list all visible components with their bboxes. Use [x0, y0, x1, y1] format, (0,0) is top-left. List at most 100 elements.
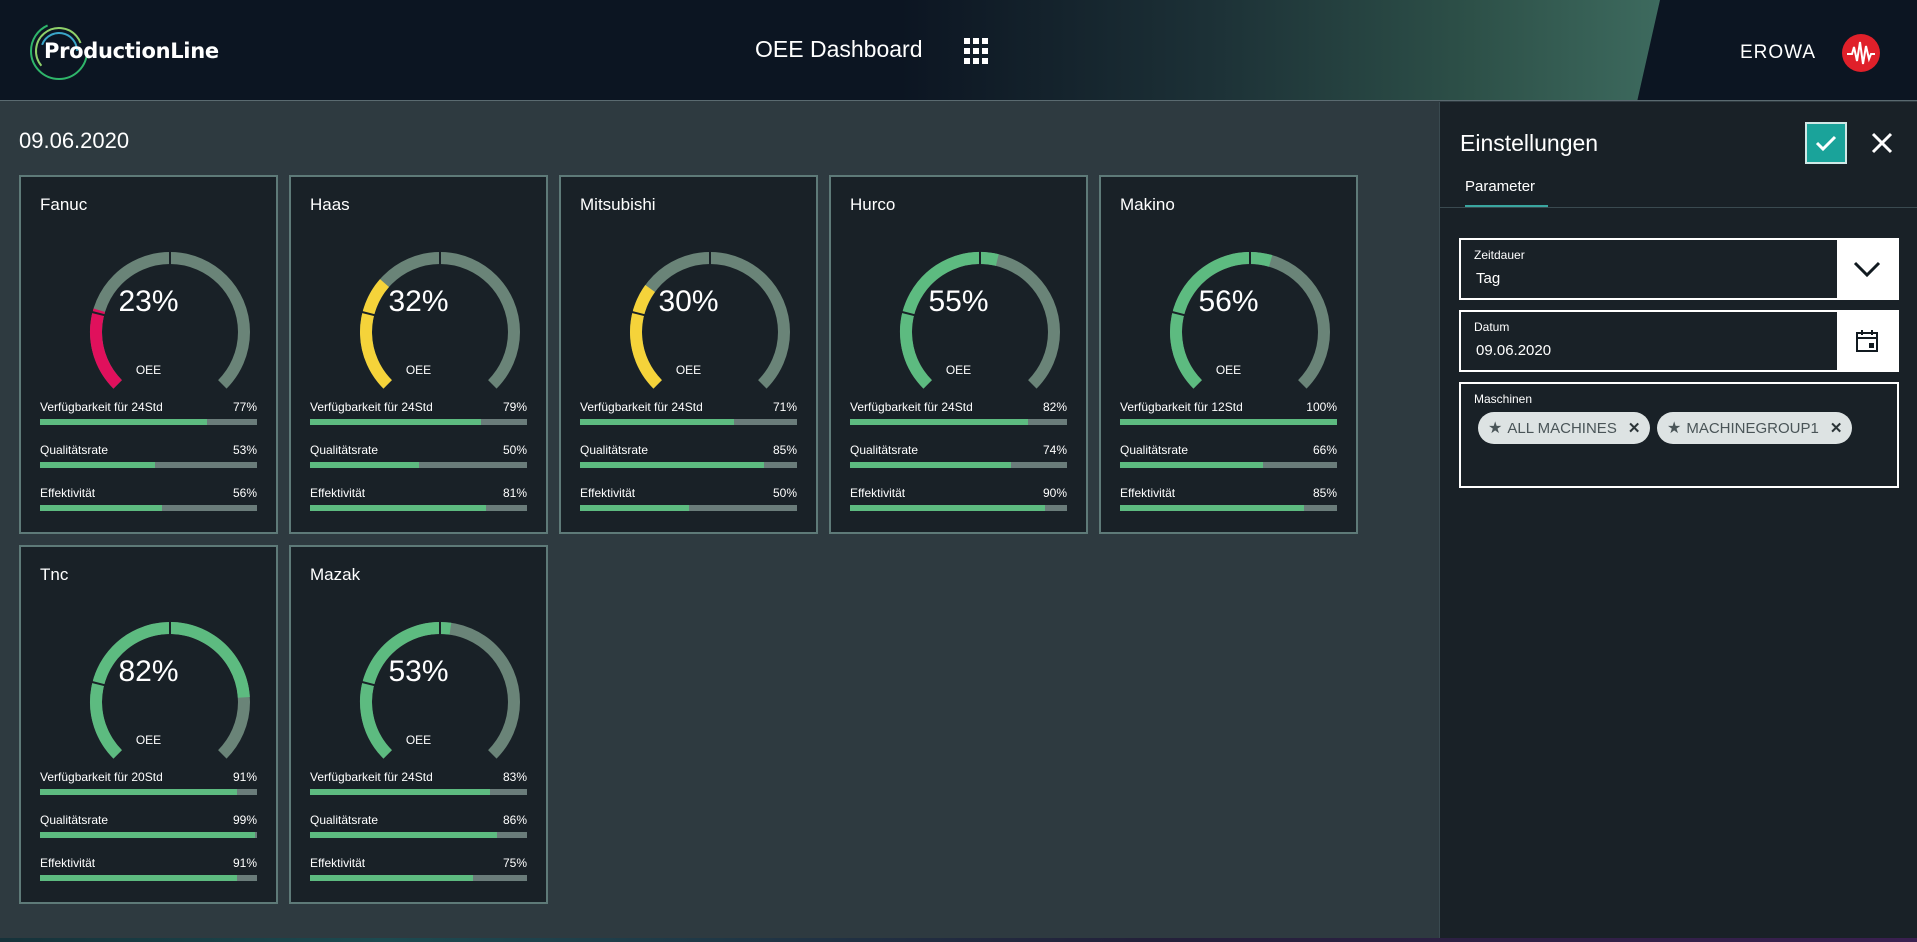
metric-label: Qualitätsrate — [1120, 443, 1189, 457]
metric-value: 74% — [1042, 443, 1067, 457]
date-label: Datum — [1474, 320, 1510, 334]
metric-progress-bar — [310, 875, 527, 881]
machines-field[interactable]: Maschinen ★ ALL MACHINES ✕ ★ MACHINEGROU… — [1459, 382, 1899, 488]
metric-progress-fill — [580, 505, 689, 511]
gauge-tick — [901, 310, 916, 317]
metric-progress-fill — [1120, 462, 1264, 468]
machine-card-mitsubishi[interactable]: Mitsubishi 30% OEE Verfügbarkeit für 24Std 7… — [559, 175, 818, 534]
metric-label: Verfügbarkeit für 24Std — [310, 770, 433, 784]
metric-row: Qualitätsrate 99% — [40, 812, 257, 838]
header-gradient — [900, 0, 1660, 100]
metric-row: Verfügbarkeit für 24Std 79% — [310, 399, 527, 425]
metric-value: 75% — [502, 856, 527, 870]
remove-chip-icon[interactable]: ✕ — [1627, 420, 1641, 437]
metric-progress-fill — [850, 462, 1011, 468]
metric-label: Effektivität — [310, 856, 366, 870]
metric-progress-bar — [850, 419, 1067, 425]
machine-card-mazak[interactable]: Mazak 53% OEE Verfügbarkeit für 24Std 83% Qua… — [289, 545, 548, 904]
metric-progress-bar — [580, 419, 797, 425]
metric-row: Effektivität 81% — [310, 485, 527, 511]
date-field[interactable]: Datum 09.06.2020 — [1459, 310, 1899, 372]
gauge-fill — [630, 284, 663, 389]
productionline-logo-icon — [30, 22, 88, 80]
metric-row: Verfügbarkeit für 24Std 82% — [850, 399, 1067, 425]
metric-progress-fill — [40, 419, 208, 425]
metric-row: Effektivität 75% — [310, 855, 527, 881]
metric-label: Verfügbarkeit für 12Std — [1120, 400, 1243, 414]
metric-label: Qualitätsrate — [40, 813, 109, 827]
oee-value: 30% — [658, 285, 719, 318]
machine-name: Hurco — [850, 195, 896, 214]
chip-all-machines[interactable]: ★ ALL MACHINES ✕ — [1478, 412, 1651, 444]
chip-machinegroup1[interactable]: ★ MACHINEGROUP1 ✕ — [1657, 412, 1853, 444]
metric-progress-fill — [580, 419, 735, 425]
metric-row: Qualitätsrate 66% — [1120, 442, 1337, 468]
metric-value: 90% — [1042, 486, 1067, 500]
oee-value: 32% — [388, 285, 449, 318]
machine-card-fanuc[interactable]: Fanuc 23% OEE Verfügbarkeit für 24Std 77% Qua… — [19, 175, 278, 534]
metric-label: Verfügbarkeit für 24Std — [40, 400, 163, 414]
metric-progress-bar — [40, 875, 257, 881]
metric-progress-fill — [1120, 505, 1305, 511]
metric-label: Qualitätsrate — [580, 443, 649, 457]
machine-name: Makino — [1120, 195, 1175, 214]
metric-value: 50% — [502, 443, 527, 457]
machine-name: Mitsubishi — [580, 195, 656, 214]
metric-row: Verfügbarkeit für 20Std 91% — [40, 769, 257, 795]
machine-name: Fanuc — [40, 195, 88, 214]
metric-progress-fill — [310, 789, 491, 795]
metric-value: 91% — [232, 770, 257, 784]
machine-card-haas[interactable]: Haas 32% OEE Verfügbarkeit für 24Std 79% Qual… — [289, 175, 548, 534]
metric-progress-bar — [310, 832, 527, 838]
grid-icon[interactable] — [964, 38, 988, 64]
productionline-logo[interactable]: ProductionLine — [28, 20, 219, 82]
calendar-button[interactable] — [1837, 312, 1897, 370]
metric-progress-bar — [580, 462, 797, 468]
metric-progress-fill — [850, 419, 1028, 425]
period-select[interactable]: Zeitdauer Tag — [1459, 238, 1899, 300]
metric-row: Qualitätsrate 74% — [850, 442, 1067, 468]
gauge-tick — [361, 310, 376, 317]
metric-progress-fill — [310, 875, 473, 881]
metric-label: Effektivität — [1120, 486, 1176, 500]
oee-gauge — [1170, 251, 1330, 389]
period-label: Zeitdauer — [1474, 248, 1525, 262]
tab-parameter[interactable]: Parameter — [1465, 178, 1548, 208]
metric-label: Qualitätsrate — [310, 443, 379, 457]
remove-chip-icon[interactable]: ✕ — [1829, 420, 1843, 437]
close-button[interactable] — [1865, 126, 1899, 160]
machine-card-hurco[interactable]: Hurco 55% OEE Verfügbarkeit für 24Std 82% Qua… — [829, 175, 1088, 534]
gauge-fill — [360, 622, 452, 759]
oee-gauge — [90, 251, 250, 389]
metric-progress-bar — [40, 789, 257, 795]
oee-label: OEE — [1215, 363, 1242, 377]
machine-card-tnc[interactable]: Tnc 82% OEE Verfügbarkeit für 20Std 91% Quali… — [19, 545, 278, 904]
oee-gauge — [630, 251, 790, 389]
calendar-icon — [1856, 330, 1878, 352]
metric-progress-fill — [310, 462, 419, 468]
period-dropdown-button[interactable] — [1837, 240, 1897, 298]
chip-label: MACHINEGROUP1 — [1686, 419, 1819, 437]
oee-label: OEE — [135, 363, 162, 377]
oee-gauge — [360, 251, 520, 389]
metric-progress-bar — [580, 505, 797, 511]
metric-row: Qualitätsrate 86% — [310, 812, 527, 838]
brand-name: EROWA — [1740, 42, 1817, 63]
gauge-fill — [90, 308, 123, 389]
metric-label: Effektivität — [580, 486, 636, 500]
metric-label: Verfügbarkeit für 24Std — [580, 400, 703, 414]
settings-panel: Einstellungen Parameter Zeitdauer Tag Da… — [1439, 102, 1917, 942]
machines-label: Maschinen — [1474, 392, 1533, 406]
erowa-logo-icon — [1842, 34, 1880, 72]
machine-card-makino[interactable]: Makino 56% OEE Verfügbarkeit für 12Std 100% Q… — [1099, 175, 1358, 534]
confirm-button[interactable] — [1805, 122, 1847, 164]
metric-value: 83% — [502, 770, 527, 784]
metric-value: 85% — [1312, 486, 1337, 500]
metric-value: 100% — [1306, 400, 1337, 414]
metric-row: Verfügbarkeit für 24Std 83% — [310, 769, 527, 795]
machine-name: Tnc — [40, 565, 69, 584]
chip-label: ALL MACHINES — [1507, 419, 1617, 437]
metric-progress-fill — [850, 505, 1046, 511]
oee-value: 23% — [118, 285, 179, 318]
oee-label: OEE — [945, 363, 972, 377]
